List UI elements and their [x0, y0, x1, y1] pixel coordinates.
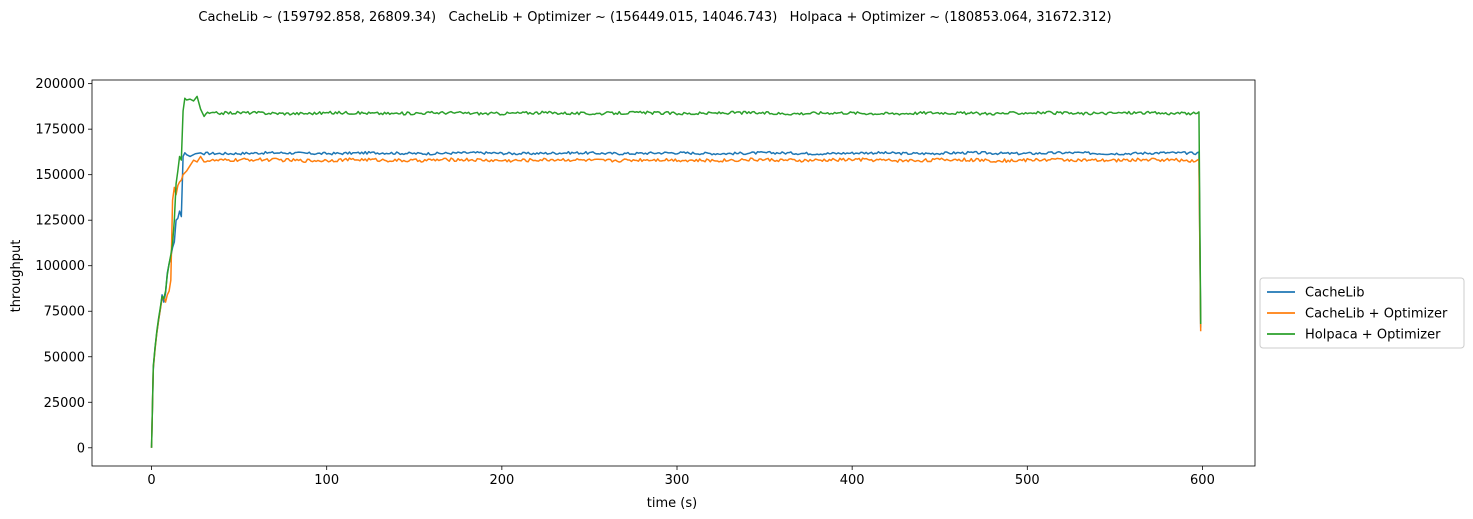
series-group	[150, 95, 1202, 448]
y-tick-label: 0	[77, 441, 85, 456]
plot-frame	[91, 79, 1256, 467]
series-line-1	[150, 155, 1202, 448]
x-tick-label: 500	[1015, 473, 1040, 488]
x-tick-label: 600	[1190, 473, 1215, 488]
x-tick-label: 0	[147, 473, 155, 488]
x-tick-label: 200	[489, 473, 514, 488]
x-axis-label: time (s)	[647, 496, 697, 511]
y-tick-label: 100000	[35, 259, 85, 274]
legend-box	[1259, 277, 1465, 349]
y-tick-label: 200000	[35, 77, 85, 92]
chart-title: CacheLib ~ (159792.858, 26809.34) CacheL…	[198, 10, 1111, 25]
y-axis-label: throughput	[9, 240, 24, 313]
legend-label-2: Holpaca + Optimizer	[1305, 328, 1441, 343]
x-tick-label: 100	[314, 473, 339, 488]
legend-label-0: CacheLib	[1305, 286, 1365, 301]
legend-label-1: CacheLib + Optimizer	[1305, 307, 1448, 322]
y-tick-label: 25000	[44, 396, 85, 411]
y-tick-label: 125000	[35, 214, 85, 229]
series-line-2	[150, 95, 1202, 448]
y-tick-label: 75000	[44, 305, 85, 320]
y-tick-label: 150000	[35, 168, 85, 183]
x-tick-label: 400	[840, 473, 865, 488]
x-tick-label: 300	[665, 473, 690, 488]
series-line-0	[150, 150, 1202, 448]
legend: CacheLib CacheLib + Optimizer Holpaca + Op…	[1259, 277, 1465, 349]
y-tick-label: 50000	[44, 350, 85, 365]
y-tick-label: 175000	[35, 123, 85, 138]
axes: 0 100 200 300 400 500 600 0 25000 50000 75000 10000…	[35, 77, 1256, 488]
